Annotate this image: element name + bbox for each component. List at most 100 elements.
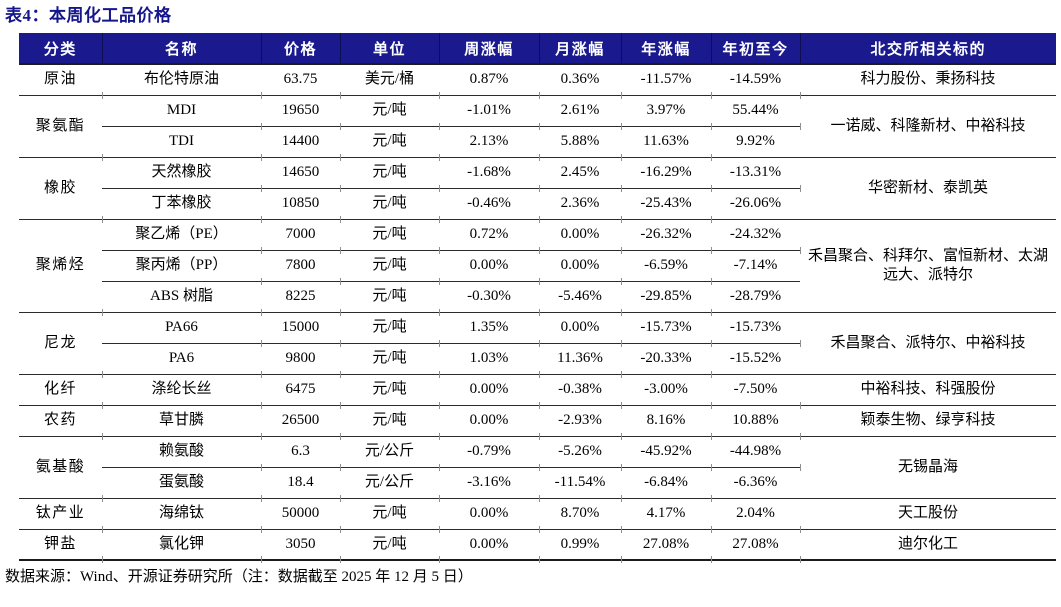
related-stocks-cell: 科力股份、秉扬科技 — [800, 64, 1056, 96]
table-row: ABS 树脂 8225 元/吨 -0.30% -5.46% -29.85% -2… — [19, 281, 1056, 315]
year-change-cell: 3.97% — [621, 95, 712, 129]
ytd-change-cell: 55.44% — [711, 95, 801, 129]
year-change-cell: 8.16% — [621, 405, 712, 439]
header-week-change: 周涨幅 — [438, 33, 539, 65]
week-change-cell: -0.30% — [439, 281, 540, 315]
month-change-cell: 2.61% — [539, 95, 622, 129]
price-cell: 14650 — [261, 157, 341, 191]
month-change-cell: 0.36% — [539, 64, 622, 98]
week-change-cell: -0.46% — [439, 188, 540, 222]
ytd-change-cell: -15.73% — [711, 312, 801, 346]
month-change-cell: -11.54% — [539, 467, 622, 501]
week-change-cell: 0.72% — [439, 219, 540, 253]
price-cell: 15000 — [261, 312, 341, 346]
name-cell: 蛋氨酸 — [102, 467, 262, 501]
year-change-cell: -25.43% — [621, 188, 712, 222]
price-cell: 3050 — [261, 529, 341, 563]
name-cell: ABS 树脂 — [102, 281, 262, 315]
unit-cell: 元/吨 — [340, 374, 440, 408]
related-stocks-cell: 禾昌聚合、派特尔、中裕科技 — [800, 312, 1056, 375]
year-change-cell: -6.59% — [621, 250, 712, 284]
price-cell: 8225 — [261, 281, 341, 315]
table-row: 橡胶 天然橡胶 14650 元/吨 -1.68% 2.45% -16.29% -… — [19, 157, 1056, 222]
month-change-cell: -2.93% — [539, 405, 622, 439]
week-change-cell: 0.00% — [439, 529, 540, 563]
table-row: PA6 9800 元/吨 1.03% 11.36% -20.33% -15.52… — [19, 343, 1056, 377]
month-change-cell: 0.00% — [539, 219, 622, 253]
table-row: 尼龙 PA66 15000 元/吨 1.35% 0.00% -15.73% -1… — [19, 312, 1056, 377]
name-cell: 涤纶长丝 — [102, 374, 262, 408]
unit-cell: 元/吨 — [340, 95, 440, 129]
category-cell: 聚烯烃 — [19, 219, 103, 315]
price-cell: 7800 — [261, 250, 341, 284]
category-cell: 原油 — [19, 64, 103, 98]
unit-cell: 元/吨 — [340, 343, 440, 377]
related-stocks-cell: 无锡晶海 — [800, 436, 1056, 499]
header-ytd-change: 年初至今 — [710, 33, 800, 65]
table-title: 表4：本周化工品价格 — [5, 6, 172, 25]
header-category: 分类 — [19, 33, 102, 65]
month-change-cell: 0.00% — [539, 250, 622, 284]
ytd-change-cell: 2.04% — [711, 498, 801, 532]
ytd-change-cell: -24.32% — [711, 219, 801, 253]
price-cell: 14400 — [261, 126, 341, 160]
unit-cell: 元/吨 — [340, 126, 440, 160]
ytd-change-cell: -44.98% — [711, 436, 801, 470]
week-change-cell: 0.00% — [439, 498, 540, 532]
ytd-change-cell: -28.79% — [711, 281, 800, 313]
week-change-cell: 0.00% — [439, 405, 540, 439]
month-change-cell: 0.99% — [539, 529, 622, 563]
month-change-cell: 11.36% — [539, 343, 622, 377]
month-change-cell: 8.70% — [539, 498, 622, 532]
table-row: 原油 布伦特原油 63.75 美元/桶 0.87% 0.36% -11.57% … — [19, 64, 1056, 98]
name-cell: 丁苯橡胶 — [102, 188, 262, 222]
ytd-change-cell: -13.31% — [711, 157, 801, 191]
data-source-note: 数据来源：Wind、开源证券研究所（注：数据截至 2025 年 12 月 5 日… — [5, 569, 473, 585]
header-row: 分类 名称 价格 单位 周涨幅 月涨幅 年涨幅 年初至今 北交所相关标的 — [19, 33, 1056, 65]
category-cell: 氨基酸 — [19, 436, 103, 501]
week-change-cell: 2.13% — [439, 126, 540, 160]
price-cell: 7000 — [261, 219, 341, 253]
week-change-cell: 0.00% — [439, 374, 540, 408]
related-stocks-cell: 禾昌聚合、科拜尔、富恒新材、太湖远大、派特尔 — [800, 219, 1056, 313]
name-cell: 聚丙烯（PP） — [102, 250, 262, 284]
price-cell: 6475 — [261, 374, 341, 408]
year-change-cell: 27.08% — [621, 529, 712, 563]
year-change-cell: 11.63% — [621, 126, 712, 160]
name-cell: MDI — [102, 95, 262, 129]
year-change-cell: -3.00% — [621, 374, 712, 408]
related-stocks-cell: 中裕科技、科强股份 — [800, 374, 1056, 406]
week-change-cell: 1.35% — [439, 312, 540, 346]
unit-cell: 元/吨 — [340, 281, 440, 315]
ytd-change-cell: -7.50% — [711, 374, 801, 408]
week-change-cell: -1.68% — [439, 157, 540, 191]
month-change-cell: 0.00% — [539, 312, 622, 346]
unit-cell: 元/吨 — [340, 498, 440, 532]
unit-cell: 元/吨 — [340, 188, 440, 222]
week-change-cell: 0.00% — [439, 250, 540, 284]
name-cell: 海绵钛 — [102, 498, 262, 532]
ytd-change-cell: 27.08% — [711, 529, 801, 563]
table-row: 化纤 涤纶长丝 6475 元/吨 0.00% -0.38% -3.00% -7.… — [19, 374, 1056, 408]
header-month-change: 月涨幅 — [538, 33, 621, 65]
year-change-cell: 4.17% — [621, 498, 712, 532]
year-change-cell: -45.92% — [621, 436, 712, 470]
name-cell: 聚乙烯（PE） — [102, 219, 262, 253]
category-cell: 农药 — [19, 405, 103, 439]
table-row: 钛产业 海绵钛 50000 元/吨 0.00% 8.70% 4.17% 2.04… — [19, 498, 1056, 532]
ytd-change-cell: 9.92% — [711, 126, 800, 158]
category-cell: 聚氨酯 — [19, 95, 103, 160]
week-change-cell: -3.16% — [439, 467, 540, 501]
header-year-change: 年涨幅 — [620, 33, 711, 65]
name-cell: 草甘膦 — [102, 405, 262, 439]
week-change-cell: 1.03% — [439, 343, 540, 377]
chemical-price-table: 分类 名称 价格 单位 周涨幅 月涨幅 年涨幅 年初至今 北交所相关标的 原油 … — [19, 33, 1056, 563]
year-change-cell: -20.33% — [621, 343, 712, 377]
name-cell: 布伦特原油 — [102, 64, 262, 98]
ytd-change-cell: -26.06% — [711, 188, 800, 220]
year-change-cell: -6.84% — [621, 467, 712, 501]
name-cell: 氯化钾 — [102, 529, 262, 563]
month-change-cell: -0.38% — [539, 374, 622, 408]
table-row: 聚烯烃 聚乙烯（PE） 7000 元/吨 0.72% 0.00% -26.32%… — [19, 219, 1056, 315]
